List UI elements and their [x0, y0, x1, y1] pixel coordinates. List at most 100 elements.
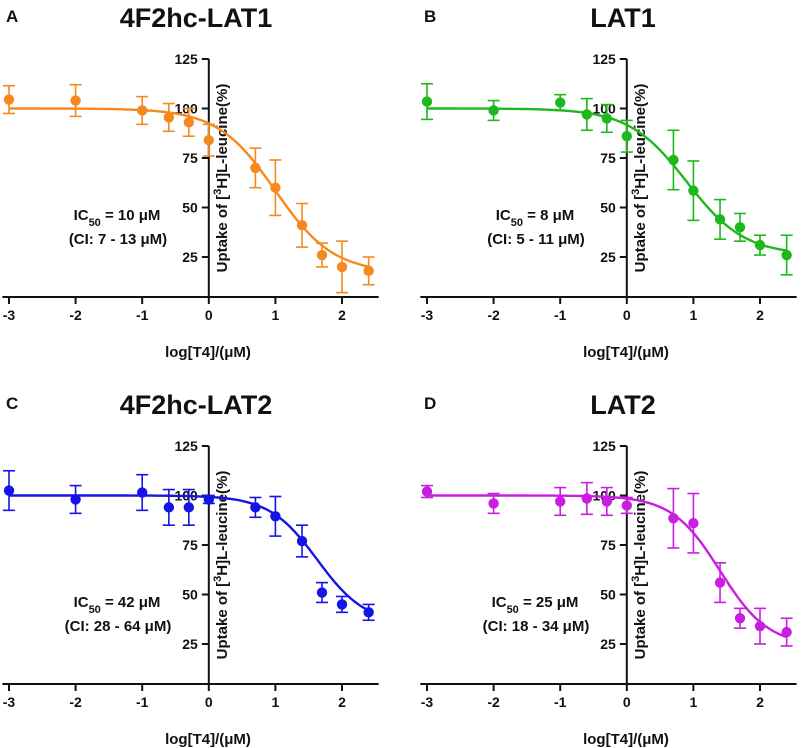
- x-axis-label: log[T4]/(μM): [165, 344, 251, 361]
- marker: [296, 535, 308, 547]
- marker: [363, 265, 374, 277]
- y-tick-label: 25: [182, 249, 198, 265]
- data-point: [69, 484, 82, 515]
- x-tick-label: -2: [69, 694, 82, 710]
- marker: [781, 249, 792, 261]
- x-tick-label: 2: [338, 307, 346, 323]
- marker: [601, 113, 613, 124]
- y-axis-label: Uptake of [3H]L-leucine(%): [630, 471, 649, 660]
- data-point: [316, 581, 329, 604]
- data-point: [269, 159, 282, 217]
- data-point: [754, 234, 766, 256]
- marker: [421, 486, 433, 497]
- data-point: [487, 492, 500, 515]
- data-point: [714, 198, 727, 240]
- x-tick-label: -2: [487, 307, 500, 323]
- data-point: [202, 494, 215, 505]
- x-tick-label: 2: [338, 694, 346, 710]
- data-point: [754, 607, 766, 645]
- ic50-ci-label: (CI: 5 - 11 μM): [487, 231, 585, 248]
- data-point: [336, 595, 348, 614]
- y-axis-label: Uptake of [3H]L-leucine(%): [630, 84, 649, 273]
- ic50-label: IC50 = 8 μM: [496, 207, 575, 229]
- marker: [163, 502, 175, 513]
- data-point: [202, 123, 215, 157]
- marker: [688, 185, 699, 196]
- y-tick-label: 125: [174, 51, 198, 67]
- marker: [421, 96, 433, 107]
- data-point: [600, 486, 613, 517]
- y-tick-label: 50: [182, 200, 198, 216]
- data-point: [296, 202, 309, 248]
- x-tick-label: -1: [136, 307, 149, 323]
- y-tick-label: 50: [182, 587, 198, 603]
- data-point: [249, 496, 262, 519]
- data-point: [580, 481, 593, 516]
- data-point: [780, 617, 793, 647]
- data-point: [3, 84, 15, 115]
- x-tick-label: 2: [756, 307, 764, 323]
- y-tick-label: 75: [600, 537, 616, 553]
- y-tick-label: 125: [592, 438, 616, 454]
- data-point: [734, 212, 747, 242]
- data-point: [69, 83, 82, 118]
- marker: [316, 249, 328, 261]
- data-point: [554, 93, 567, 112]
- data-point: [162, 102, 175, 133]
- marker: [336, 261, 348, 273]
- data-point: [316, 242, 329, 268]
- data-point: [554, 486, 567, 517]
- marker: [3, 485, 15, 496]
- panel-title: LAT2: [590, 390, 656, 420]
- x-tick-label: 0: [205, 694, 213, 710]
- fit-curve: [427, 494, 788, 639]
- marker: [688, 518, 699, 529]
- marker: [754, 239, 766, 251]
- marker: [781, 626, 792, 638]
- y-tick-label: 125: [174, 438, 198, 454]
- marker: [316, 587, 328, 598]
- ic50-label: IC50 = 42 μM: [74, 594, 161, 616]
- marker: [203, 494, 214, 505]
- marker: [555, 97, 566, 108]
- panel-b: B LAT1-3 -2 -1 0 1 2log[T4]/(μM)255075100125Up…: [420, 3, 797, 361]
- marker: [714, 577, 726, 588]
- y-tick-label: 75: [182, 537, 198, 553]
- data-point: [162, 488, 175, 527]
- data-point: [3, 469, 15, 512]
- data-point: [667, 487, 680, 549]
- ic50-ci-label: (CI: 28 - 64 μM): [65, 618, 172, 635]
- marker: [137, 487, 148, 498]
- panel-letter: B: [424, 7, 436, 26]
- data-point: [362, 256, 375, 286]
- y-tick-label: 25: [600, 636, 616, 652]
- x-tick-label: 0: [623, 307, 631, 323]
- data-point: [600, 103, 613, 134]
- data-point: [780, 234, 793, 276]
- data-point: [734, 607, 747, 629]
- x-tick-label: -1: [136, 694, 149, 710]
- x-tick-label: -3: [3, 307, 16, 323]
- data-point: [182, 488, 195, 527]
- panel-title: 4F2hc-LAT2: [120, 390, 273, 420]
- y-tick-label: 25: [182, 636, 198, 652]
- marker: [581, 109, 593, 120]
- marker: [668, 513, 679, 524]
- marker: [363, 607, 374, 618]
- marker: [137, 105, 148, 116]
- panel-title: 4F2hc-LAT1: [120, 3, 273, 33]
- marker: [270, 182, 281, 193]
- marker: [163, 112, 175, 123]
- data-point: [667, 129, 680, 191]
- data-point: [296, 524, 309, 558]
- data-point: [421, 82, 433, 121]
- y-tick-label: 75: [600, 150, 616, 166]
- y-tick-label: 50: [600, 587, 616, 603]
- marker: [250, 502, 261, 513]
- marker: [296, 220, 308, 231]
- panel-c: C 4F2hc-LAT2-3 -2 -1 0 1 2log[T4]/(μM)25507510…: [2, 390, 379, 748]
- marker: [734, 222, 746, 233]
- data-point: [182, 107, 195, 138]
- marker: [336, 599, 348, 610]
